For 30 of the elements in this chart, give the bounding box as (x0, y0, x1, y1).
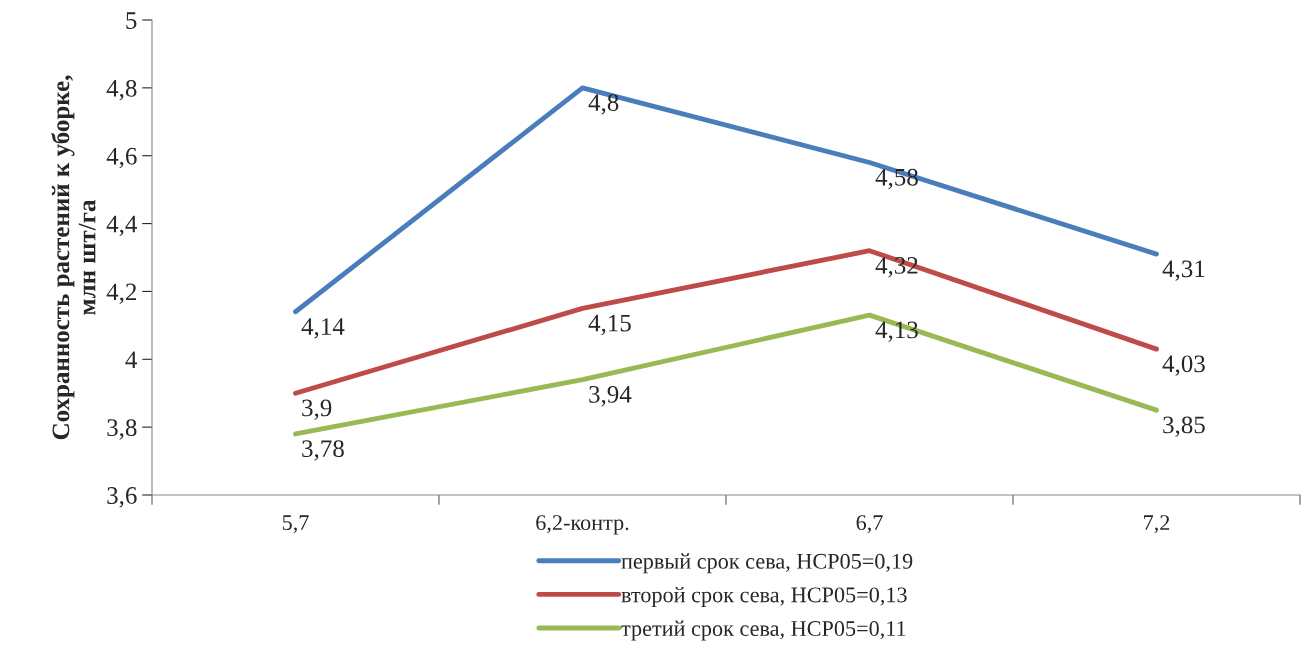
data-label: 3,78 (302, 440, 344, 461)
x-tick-label: 6,7 (856, 515, 883, 534)
y-tick-label: 4,2 (106, 283, 137, 304)
y-tick-label: 4,4 (106, 215, 138, 237)
y-tick-label: 3,6 (107, 487, 137, 508)
legend-label: второй срок сева, НСР05=0,13 (621, 586, 907, 607)
data-label: 4,31 (1162, 260, 1205, 281)
data-label: 4,32 (875, 257, 918, 278)
x-tick-label: 6,2-контр. (536, 515, 629, 535)
y-tick-label: 4 (125, 351, 138, 368)
data-label: 4,58 (875, 168, 918, 190)
legend-label: третий срок сева, НСР05=0,11 (621, 620, 906, 641)
y-tick-label: 4,8 (106, 79, 137, 101)
data-label: 4,8 (588, 94, 619, 115)
y-tick-label: 3,8 (107, 419, 137, 440)
line-series (293, 312, 1159, 437)
data-label: 3,85 (1163, 416, 1205, 437)
x-tick-label: 7,2 (1144, 515, 1170, 534)
x-tick-label: 5,7 (282, 515, 309, 534)
y-tick-label: 4,6 (106, 147, 137, 169)
y-axis-title: Сохранность растений к уборке, млн шт/га (51, 75, 96, 440)
line-series (293, 85, 1159, 315)
data-label: 3,9 (302, 399, 332, 420)
y-tick-label: 5 (126, 12, 137, 29)
data-label: 3,94 (589, 385, 632, 407)
data-label: 4,03 (1162, 355, 1205, 376)
data-label: 4,13 (875, 321, 918, 342)
data-label: 4,14 (301, 318, 345, 339)
data-label: 4,15 (588, 314, 631, 336)
legend-label: первый срок сева, НСР05=0,19 (621, 553, 913, 574)
